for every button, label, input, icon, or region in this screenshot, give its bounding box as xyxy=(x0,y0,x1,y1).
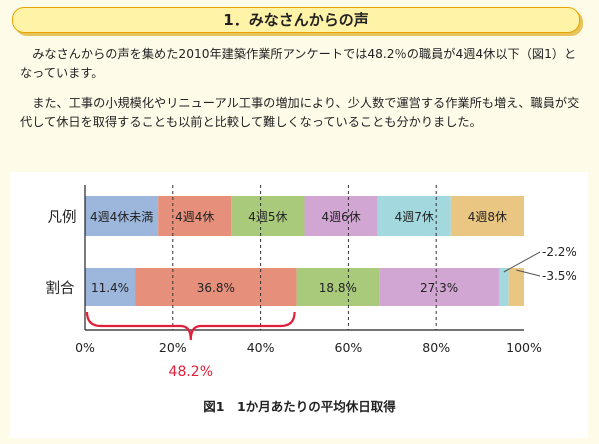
x-tick-label: 100% xyxy=(506,340,542,355)
bar-segment xyxy=(135,268,297,306)
bar-segment xyxy=(508,268,524,306)
x-tick-label: 20% xyxy=(159,340,187,355)
legend-swatch xyxy=(231,196,305,236)
legend-row-label: 凡例 xyxy=(48,209,77,226)
section-title: 1．みなさんからの声 xyxy=(223,11,369,29)
bar-value-label: -3.5% xyxy=(542,269,577,283)
paragraph-1: みなさんからの声を集めた2010年建築作業所アンケートでは48.2％の職員が4週… xyxy=(20,47,577,80)
legend-label: 4週6休 xyxy=(321,210,360,224)
legend-label: 4週8休 xyxy=(468,210,507,224)
callout-line xyxy=(516,269,541,277)
bar-value-label: 18.8% xyxy=(319,281,357,295)
ratio-row-label: 割合 xyxy=(46,280,75,297)
bar-value-label: 11.4% xyxy=(91,281,129,295)
bar-segment xyxy=(498,268,509,306)
legend-label: 4週4休未満 xyxy=(90,210,153,224)
x-tick-label: 80% xyxy=(422,340,450,355)
bar-segment xyxy=(379,268,499,306)
figure-caption: 図1 1か月あたりの平均休日取得 xyxy=(203,399,396,414)
bar-value-label: 36.8% xyxy=(197,281,235,295)
paragraph-2: また、工事の小規模化やリニューアル工事の増加により、少人数で運営する作業所も増え… xyxy=(20,96,580,129)
bar-segment xyxy=(296,268,380,306)
legend-swatch xyxy=(304,196,378,236)
x-tick-label: 60% xyxy=(335,340,363,355)
legend-swatch xyxy=(450,196,524,236)
bar-segment xyxy=(85,268,136,306)
legend-swatch xyxy=(158,196,232,236)
legend-swatch xyxy=(377,196,451,236)
legend-label: 4週4休 xyxy=(175,210,214,224)
x-tick-label: 40% xyxy=(247,340,275,355)
legend-swatch xyxy=(85,196,159,236)
annotation-bracket xyxy=(85,311,296,341)
bar-value-label: 27.3% xyxy=(420,281,458,295)
bar-value-label: -2.2% xyxy=(542,245,577,259)
x-tick-label: 0% xyxy=(75,340,95,355)
callout-line xyxy=(503,251,541,273)
section-header: 1．みなさんからの声 xyxy=(12,7,580,33)
legend-label: 4週5休 xyxy=(248,210,287,224)
annotation-label: 48.2% xyxy=(169,364,213,380)
legend-label: 4週7休 xyxy=(395,210,434,224)
